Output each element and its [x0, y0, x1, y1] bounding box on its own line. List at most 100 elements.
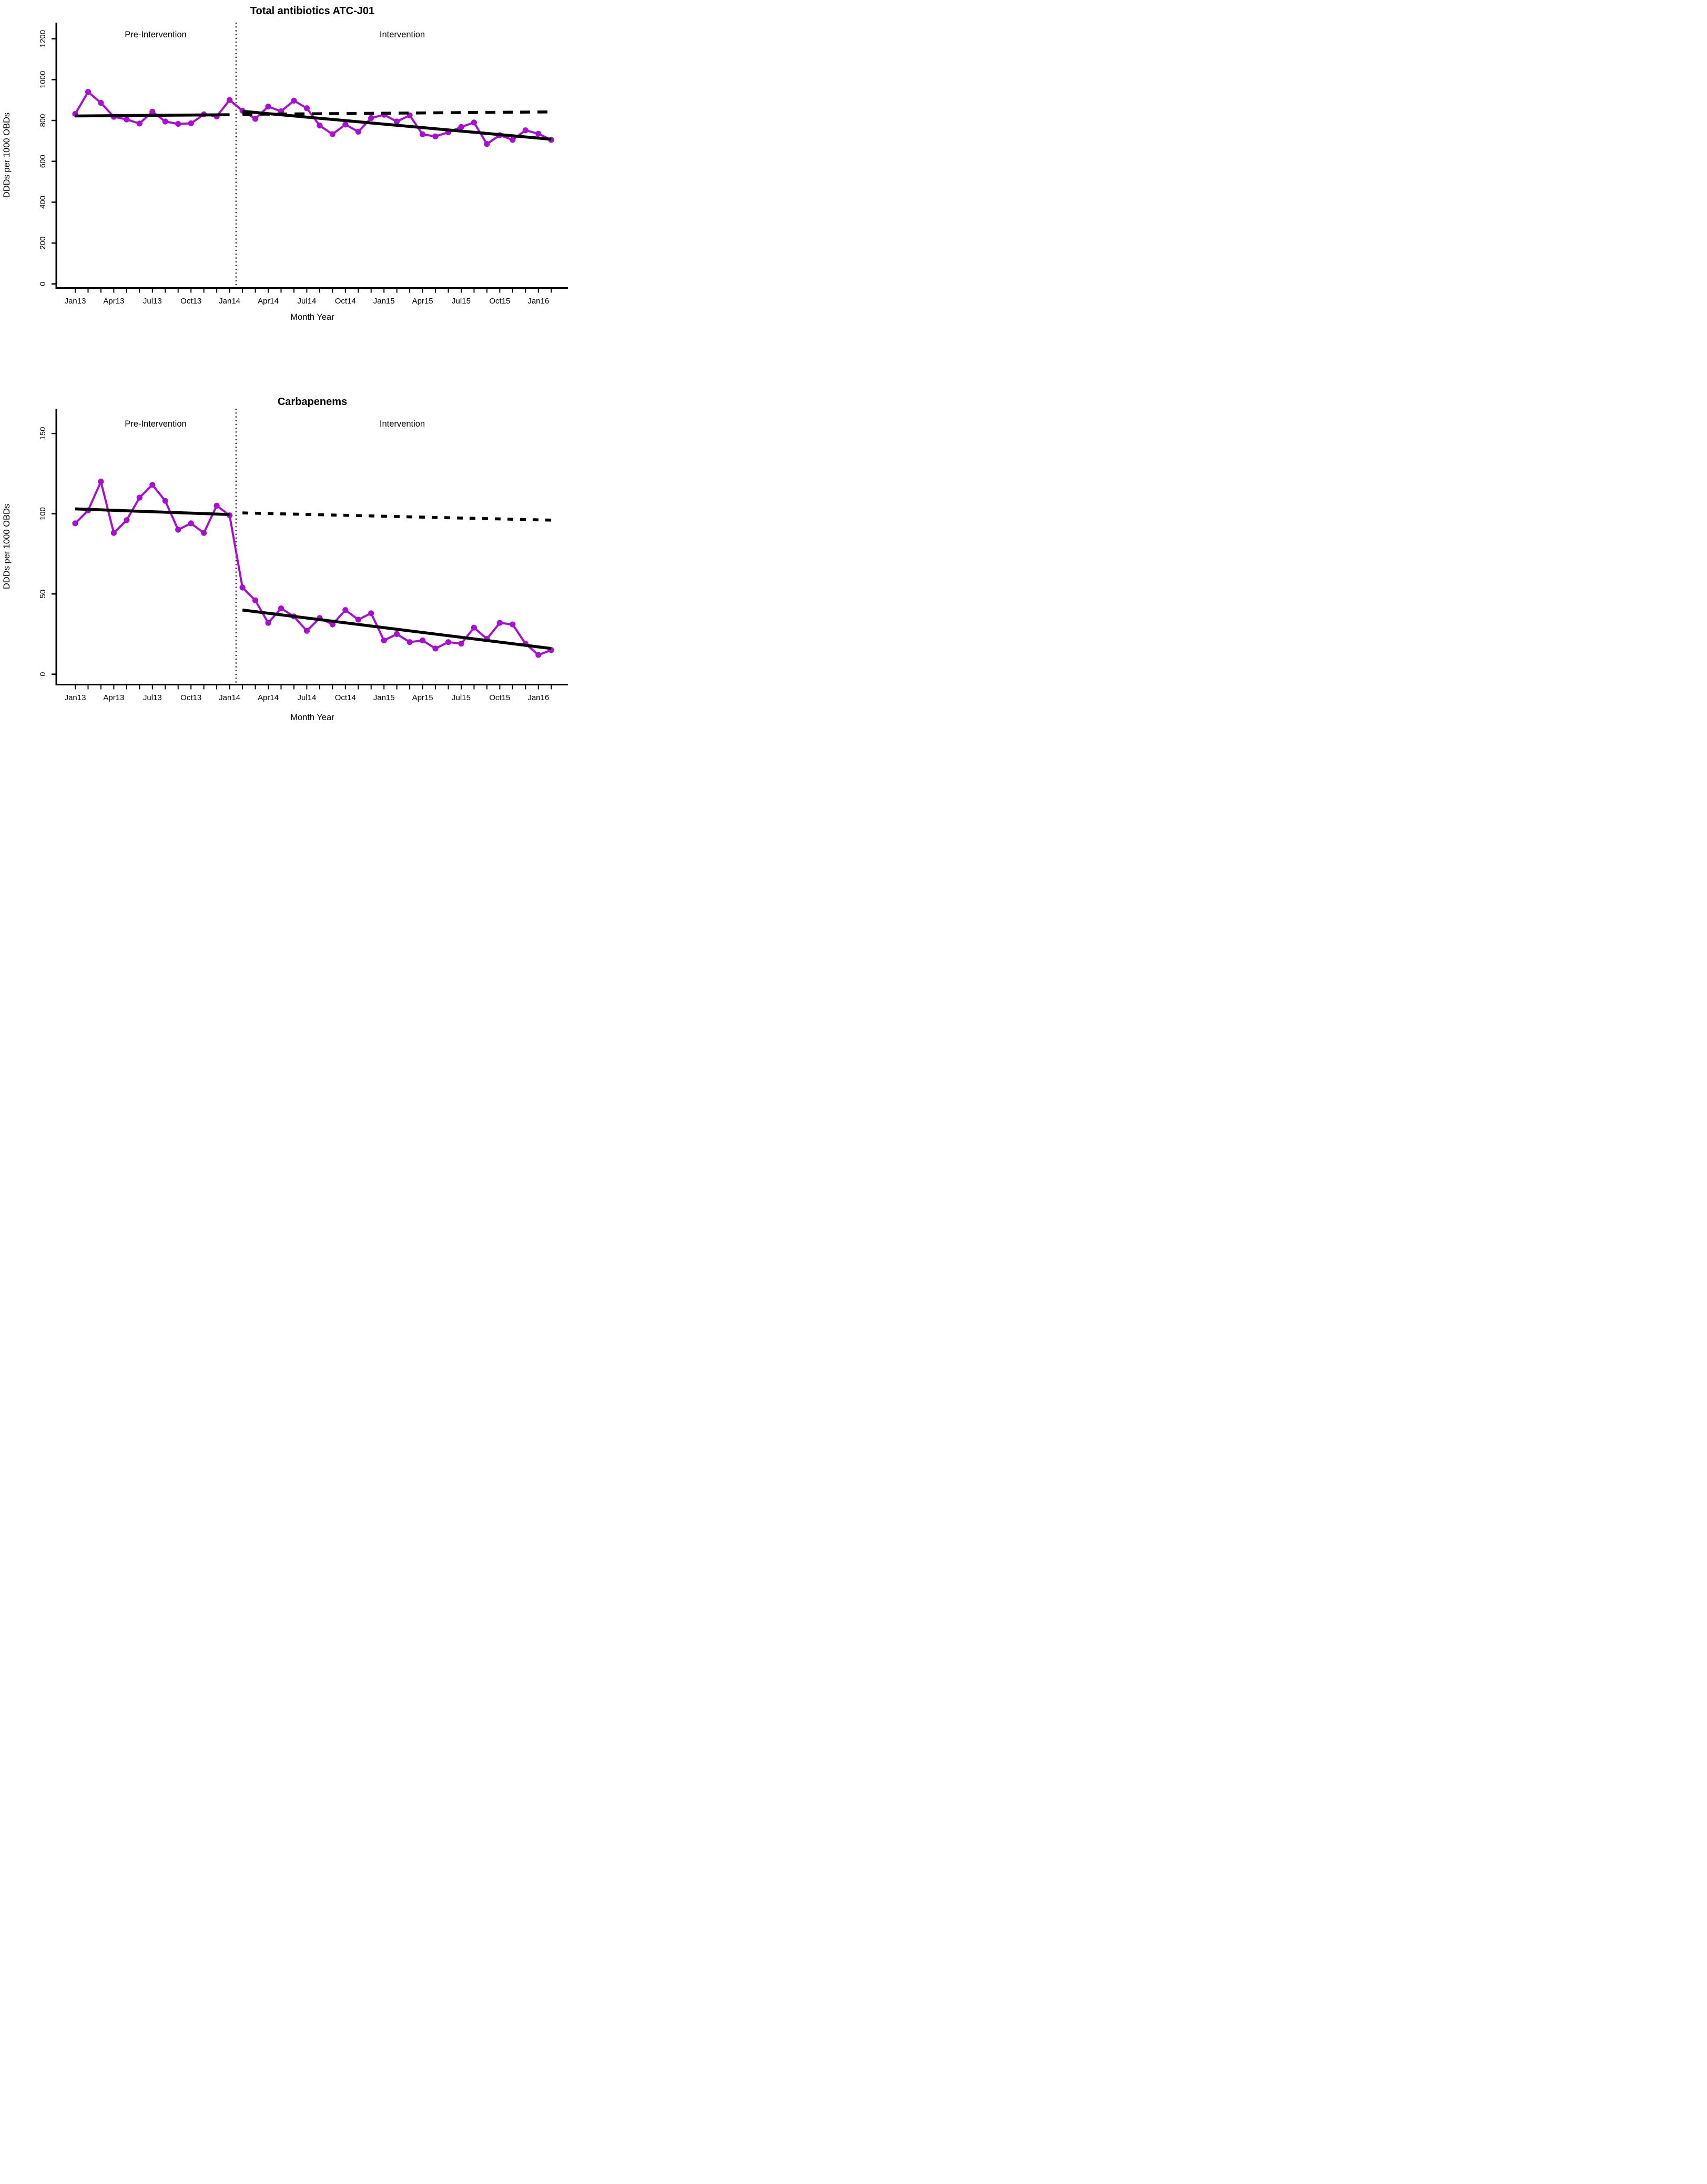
y-tick-label: 400: [38, 196, 47, 209]
x-tick-label: Apr15: [412, 693, 433, 702]
data-point: [432, 645, 439, 652]
x-tick-label: Apr13: [103, 297, 124, 306]
data-point: [394, 118, 400, 125]
data-point: [394, 631, 400, 637]
data-point: [136, 120, 143, 127]
data-point: [124, 517, 130, 523]
data-point: [291, 97, 297, 104]
data-point: [149, 482, 156, 488]
chart-carbapenems: Carbapenems Pre-Intervention Interventio…: [2, 396, 568, 722]
data-point: [278, 605, 284, 612]
data-point: [149, 108, 156, 115]
x-tick-label: Oct15: [489, 693, 510, 702]
data-point: [329, 621, 336, 628]
data-point: [458, 124, 464, 130]
chart-title: Total antibiotics ATC-J01: [250, 5, 374, 17]
x-tick-label: Apr14: [258, 297, 279, 306]
x-tick-label: Jul15: [452, 297, 471, 306]
data-point: [85, 89, 92, 95]
data-point: [188, 120, 194, 127]
y-tick-label: 0: [38, 672, 47, 676]
data-point: [188, 520, 194, 527]
figure-canvas: Total antibiotics ATC-J01 Pre-Interventi…: [2, 5, 568, 722]
pre-intervention-trend-line: [75, 507, 230, 516]
data-point: [329, 131, 336, 137]
intervention-trend-line: [242, 608, 552, 650]
x-tick-label: Apr15: [412, 297, 433, 306]
y-tick-label: 0: [38, 282, 47, 286]
data-point: [265, 104, 271, 110]
x-axis-title: Month Year: [290, 713, 334, 722]
y-tick-label: 1200: [38, 30, 47, 47]
x-tick-label: Jan13: [65, 297, 86, 306]
y-tick-label: 600: [38, 155, 47, 168]
data-point: [368, 610, 374, 616]
plot-area: 0 200 400 600 800 1000 1200 Jan13 Apr13 Jul13 Oct1…: [38, 23, 568, 306]
pre-intervention-label: Pre-Intervention: [125, 30, 186, 39]
pre-intervention-trend-line: [75, 113, 230, 118]
data-point: [317, 123, 323, 129]
x-tick-label: Jul15: [452, 693, 471, 702]
data-point: [342, 122, 349, 128]
data-point: [510, 621, 516, 628]
data-point: [136, 494, 143, 501]
data-point: [72, 520, 78, 527]
data-point: [252, 597, 259, 603]
data-point: [98, 479, 104, 485]
x-tick-label: Oct14: [335, 297, 356, 306]
x-tick-label: Jan14: [219, 297, 240, 306]
intervention-label: Intervention: [380, 419, 425, 429]
x-tick-label: Jan14: [219, 693, 240, 702]
data-point: [445, 639, 452, 645]
data-point: [227, 97, 233, 103]
data-point: [124, 116, 130, 123]
x-tick-label: Apr13: [103, 693, 124, 702]
data-point: [303, 628, 310, 634]
y-axis-title: DDDs per 1000 OBDs: [2, 504, 12, 589]
plot-area: 0 50 100 150 Jan13 Apr13 Jul13 Oct13 Jan14 Apr14 J…: [38, 409, 568, 702]
x-tick-label: Oct14: [335, 693, 356, 702]
data-point: [162, 118, 168, 125]
y-tick-label: 100: [38, 507, 47, 520]
x-tick-label: Oct15: [489, 297, 510, 306]
x-tick-label: Jan15: [373, 297, 395, 306]
x-tick-label: Apr14: [258, 693, 279, 702]
data-point: [420, 131, 426, 137]
interrupted-time-series-figure: Total antibiotics ATC-J01 Pre-Interventi…: [0, 0, 569, 728]
x-tick-label: Jul13: [143, 297, 162, 306]
data-point: [484, 141, 490, 147]
x-tick-label: Oct13: [180, 297, 201, 306]
data-point: [381, 638, 387, 644]
data-point: [535, 130, 542, 137]
y-tick-label: 800: [38, 114, 47, 127]
x-tick-label: Jan16: [527, 297, 549, 306]
data-point: [175, 527, 181, 533]
data-point: [368, 115, 374, 121]
x-axis-title: Month Year: [290, 312, 334, 322]
chart-title: Carbapenems: [278, 396, 347, 408]
intervention-label: Intervention: [380, 30, 425, 39]
series-line: [74, 480, 553, 656]
x-tick-label: Jul13: [143, 693, 162, 702]
x-tick-label: Jul14: [297, 297, 316, 306]
data-point: [355, 128, 361, 135]
data-point: [496, 620, 503, 626]
data-point: [110, 530, 117, 536]
data-point: [355, 616, 361, 623]
x-tick-label: Jan15: [373, 693, 395, 702]
data-point: [420, 638, 426, 644]
data-point: [432, 133, 439, 139]
pre-intervention-label: Pre-Intervention: [125, 419, 186, 429]
y-axis-title: DDDs per 1000 OBDs: [2, 113, 12, 198]
counterfactual-trend-line: [242, 511, 552, 522]
y-tick-label: 150: [38, 427, 47, 440]
data-point: [201, 530, 207, 536]
intervention-trend-line: [242, 109, 552, 141]
data-point: [303, 105, 310, 112]
x-tick-label: Oct13: [180, 693, 201, 702]
data-point: [252, 116, 259, 122]
y-tick-label: 200: [38, 237, 47, 250]
data-point: [214, 502, 220, 509]
data-point: [342, 607, 349, 613]
data-point: [239, 584, 246, 591]
